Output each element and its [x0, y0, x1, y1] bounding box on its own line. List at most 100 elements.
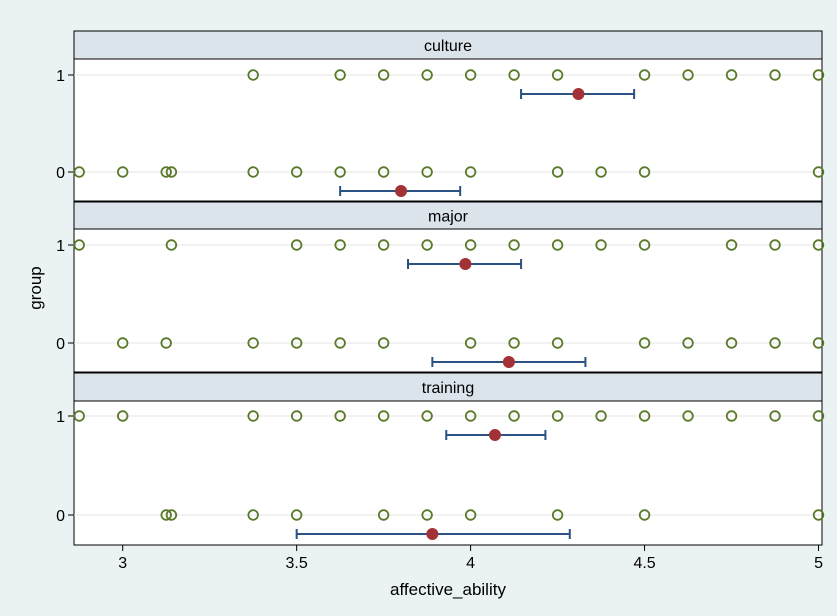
- mean-point: [488, 429, 501, 441]
- data-point: [508, 69, 520, 81]
- data-point: [377, 239, 390, 251]
- data-point: [551, 166, 564, 178]
- mean-point: [459, 258, 472, 270]
- data-point: [725, 69, 738, 81]
- data-point: [117, 337, 129, 349]
- y-axis-title: group: [26, 266, 45, 309]
- data-point: [290, 337, 303, 349]
- data-point: [464, 166, 477, 178]
- data-point: [725, 410, 738, 422]
- data-point: [595, 239, 607, 251]
- data-point: [117, 166, 129, 178]
- data-point: [421, 509, 433, 521]
- data-point: [551, 69, 564, 81]
- panel-strip: [73, 201, 823, 230]
- data-point: [725, 337, 738, 349]
- data-point: [377, 69, 390, 81]
- data-point: [769, 69, 781, 81]
- data-point: [551, 239, 564, 251]
- panel-plot-area: [73, 400, 823, 546]
- data-point: [290, 166, 303, 178]
- data-point: [508, 410, 520, 422]
- data-point: [508, 239, 520, 251]
- data-point: [769, 239, 781, 251]
- data-point: [73, 166, 85, 178]
- x-axis-title: affective_ability: [390, 580, 506, 599]
- y-tick-label: 1: [56, 68, 65, 85]
- panel-plot-area: [73, 228, 823, 373]
- y-tick-label: 0: [56, 508, 65, 525]
- y-tick-label: 1: [56, 409, 65, 426]
- data-point: [464, 69, 477, 81]
- data-point: [464, 337, 477, 349]
- data-point: [508, 337, 520, 349]
- data-point: [165, 239, 178, 251]
- x-tick-label: 5: [814, 555, 823, 572]
- x-tick-label: 4.5: [633, 555, 655, 572]
- data-point: [334, 239, 346, 251]
- data-point: [769, 337, 781, 349]
- data-point: [682, 337, 694, 349]
- data-point: [160, 166, 172, 178]
- mean-point: [502, 356, 515, 368]
- data-point: [290, 239, 303, 251]
- data-point: [595, 410, 607, 422]
- panel-strip: [73, 372, 823, 402]
- data-point: [73, 410, 85, 422]
- data-point: [377, 509, 390, 521]
- mean-point: [572, 88, 585, 100]
- y-tick-label: 0: [56, 165, 65, 182]
- data-point: [595, 166, 607, 178]
- data-point: [812, 239, 825, 251]
- x-tick-label: 3: [118, 555, 127, 572]
- data-point: [638, 69, 651, 81]
- data-point: [334, 410, 346, 422]
- data-point: [638, 166, 651, 178]
- data-point: [247, 69, 259, 81]
- data-point: [160, 337, 172, 349]
- data-point: [165, 509, 178, 521]
- x-tick-label: 4: [466, 555, 475, 572]
- data-point: [682, 410, 694, 422]
- data-point: [638, 509, 651, 521]
- data-point: [421, 166, 433, 178]
- data-point: [551, 337, 564, 349]
- data-point: [464, 239, 477, 251]
- data-point: [682, 69, 694, 81]
- data-point: [247, 166, 259, 178]
- data-point: [464, 410, 477, 422]
- data-point: [377, 410, 390, 422]
- data-point: [812, 69, 825, 81]
- panel-title: major: [428, 209, 469, 226]
- data-point: [290, 509, 303, 521]
- data-point: [377, 166, 390, 178]
- y-tick-label: 0: [56, 336, 65, 353]
- data-point: [551, 410, 564, 422]
- data-point: [334, 337, 346, 349]
- data-point: [421, 410, 433, 422]
- panel-plot-area: [73, 58, 823, 202]
- data-point: [421, 239, 433, 251]
- data-point: [812, 337, 825, 349]
- data-point: [160, 509, 172, 521]
- mean-point: [395, 185, 408, 197]
- panel-title: culture: [424, 38, 472, 55]
- data-point: [812, 166, 825, 178]
- data-point: [464, 509, 477, 521]
- data-point: [165, 166, 178, 178]
- data-point: [334, 166, 346, 178]
- data-point: [73, 239, 85, 251]
- data-point: [769, 410, 781, 422]
- data-point: [117, 410, 129, 422]
- data-point: [638, 239, 651, 251]
- y-tick-label: 1: [56, 238, 65, 255]
- mean-point: [426, 528, 439, 540]
- data-point: [812, 410, 825, 422]
- panel-strip: [73, 30, 823, 60]
- data-point: [247, 337, 259, 349]
- data-point: [290, 410, 303, 422]
- data-point: [551, 509, 564, 521]
- data-point: [812, 509, 825, 521]
- panel-title: training: [422, 380, 474, 397]
